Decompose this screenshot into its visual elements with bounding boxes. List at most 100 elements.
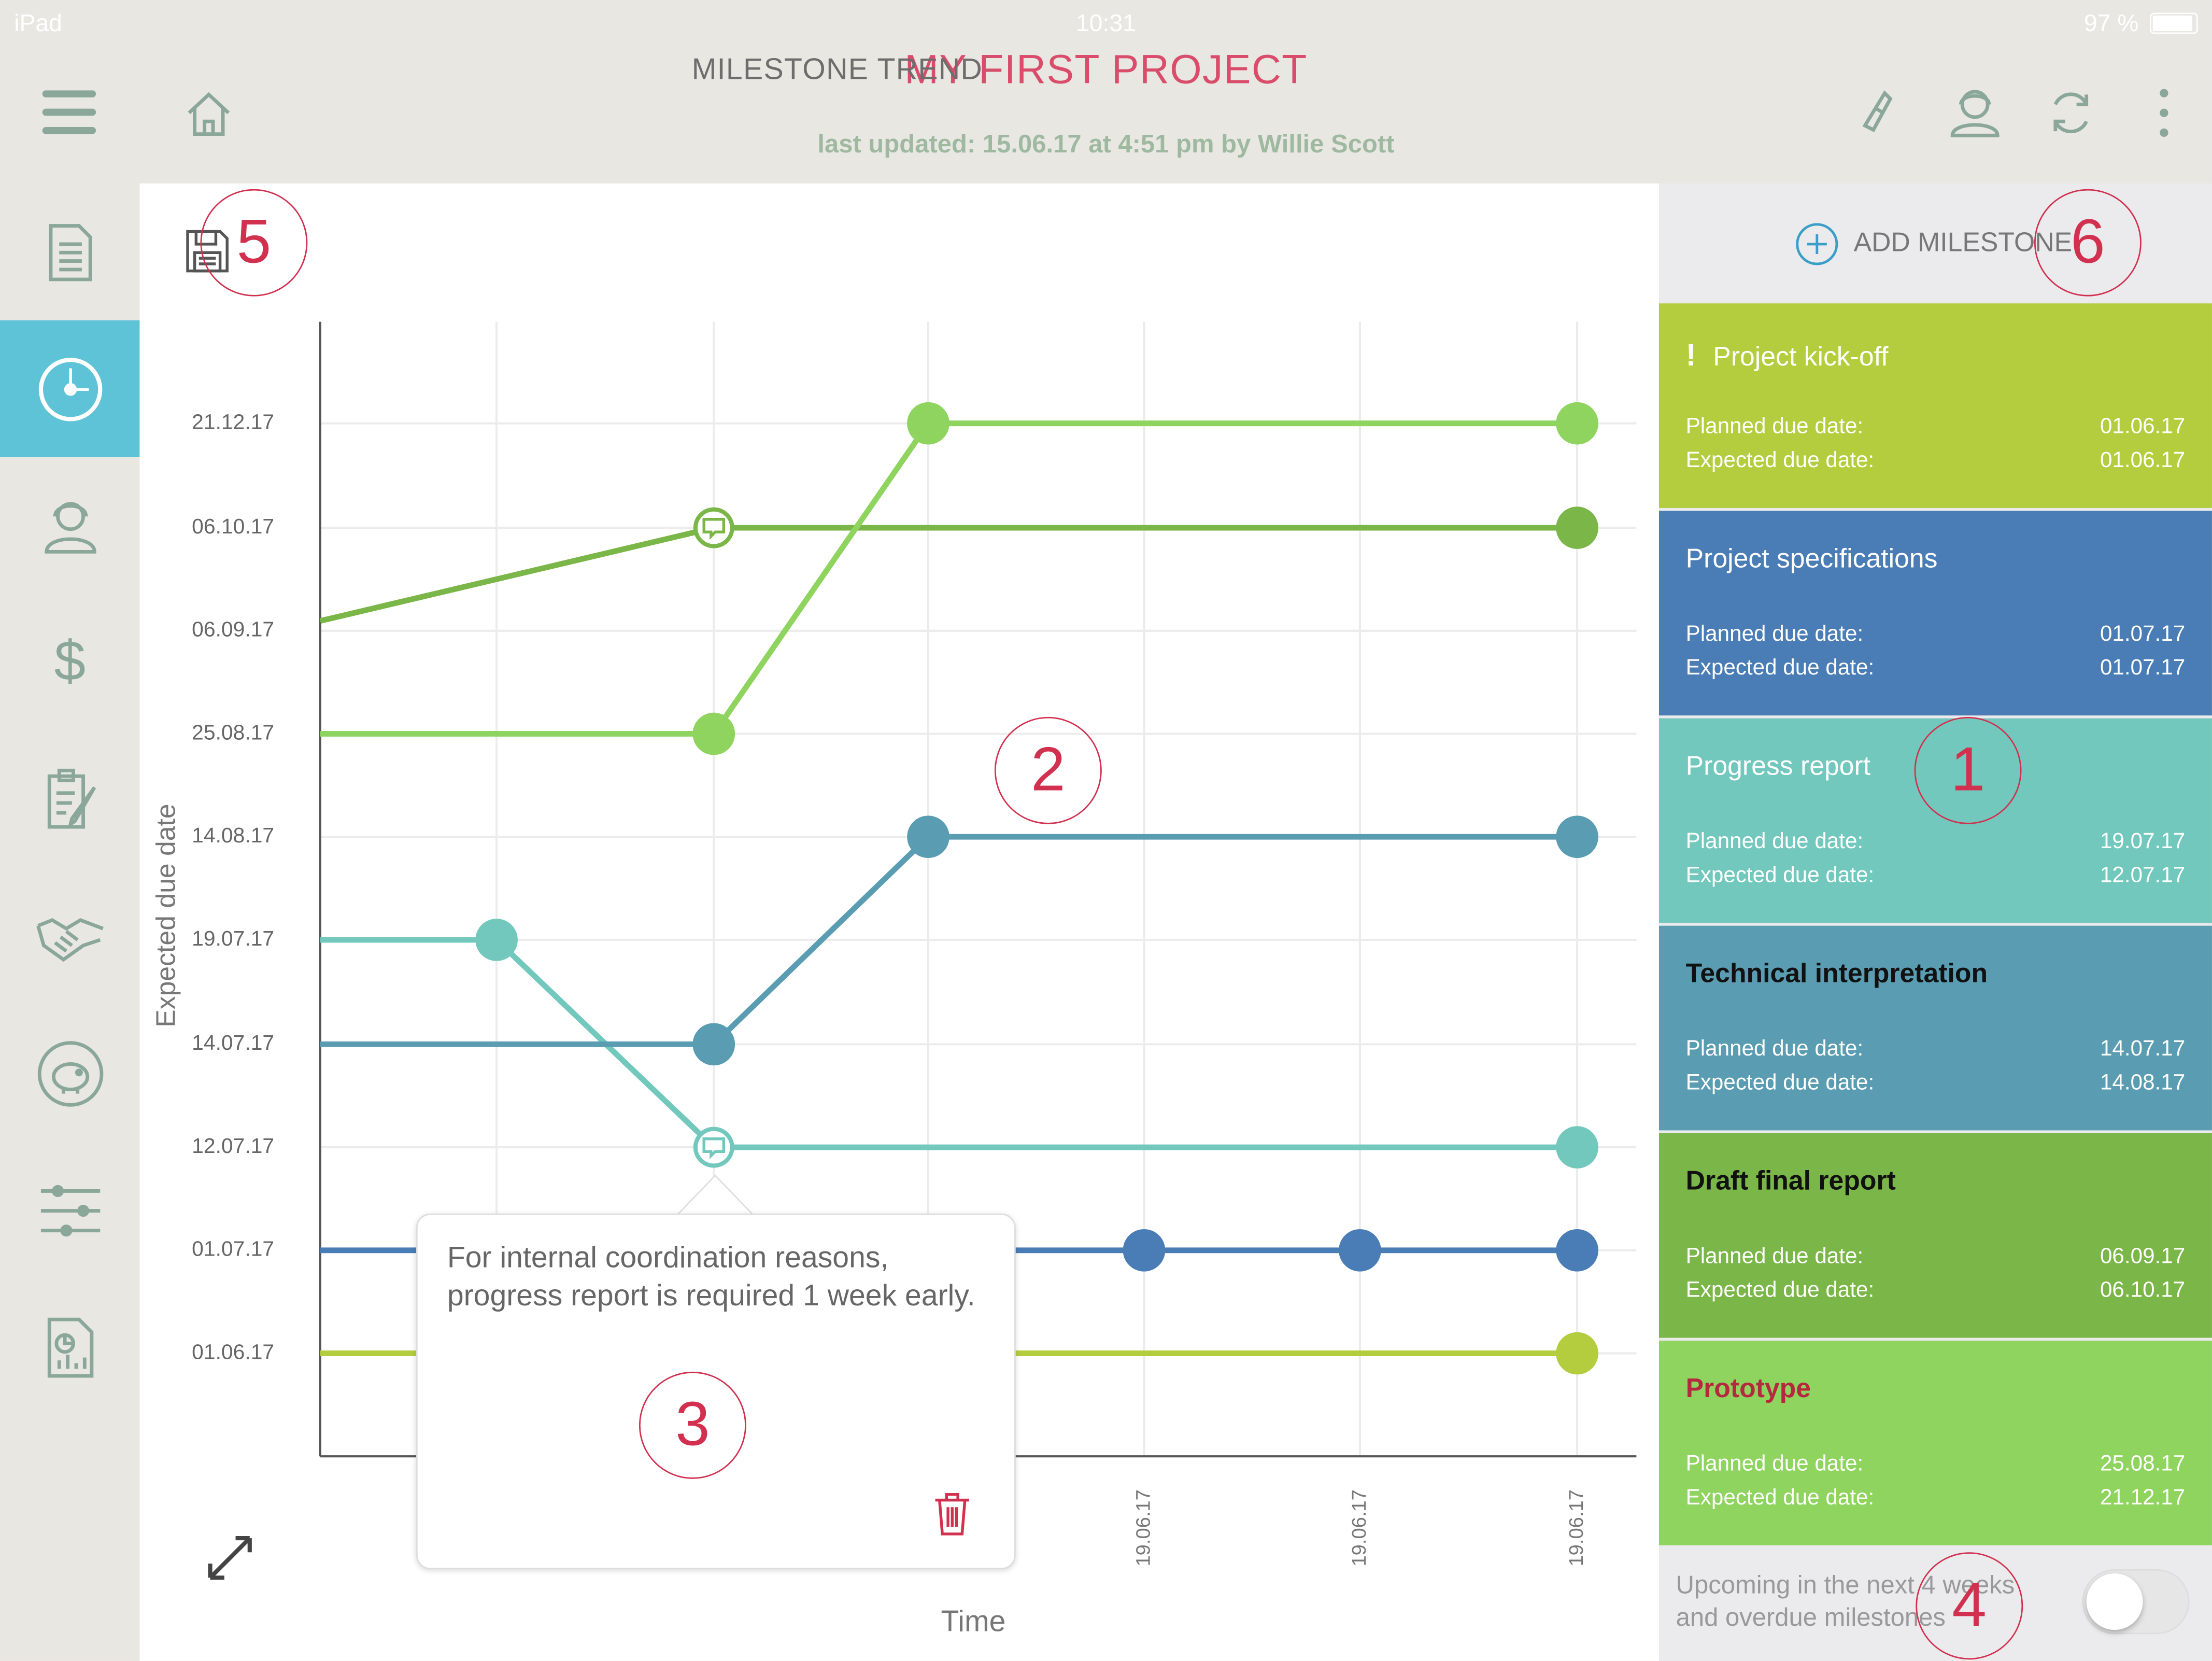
sidebar-item-tasks[interactable] (0, 731, 139, 868)
y-axis-label: Expected due date (152, 804, 182, 1027)
expected-date-label: Expected due date: (1685, 448, 1875, 473)
planned-date-row: Planned due date: 01.06.17 (1686, 415, 2186, 440)
warning-icon: ! (1685, 337, 1696, 373)
expected-date-label: Expected due date: (1685, 1071, 1875, 1095)
expected-date-row: Expected due date: 14.08.17 (1686, 1071, 2186, 1096)
milestone-card[interactable]: Project specifications Planned due date: 0… (1658, 511, 2212, 716)
expected-date-value: 14.08.17 (2100, 1071, 2186, 1095)
sidebar-item-reports[interactable] (0, 1278, 139, 1415)
battery-icon (2150, 12, 2198, 34)
sidebar-item-contracts[interactable] (0, 868, 139, 1005)
planned-date-label: Planned due date: (1685, 829, 1864, 854)
link-icon[interactable] (1859, 88, 1898, 146)
document-icon (48, 223, 92, 281)
comment-icon (702, 1137, 726, 1159)
x-axis-label: Time (941, 1606, 1006, 1639)
home-icon[interactable] (185, 90, 233, 145)
milestone-name: Prototype (1686, 1374, 1811, 1405)
status-bar: iPad 10:31 97 % (0, 0, 2212, 45)
milestone-card[interactable]: ! Project kick-off Planned due date: 01.06.… (1658, 303, 2212, 508)
battery-percent: 97 % (2083, 10, 2139, 37)
milestone-card[interactable]: Draft final report Planned due date: 06.09… (1658, 1133, 2212, 1338)
expected-date-row: Expected due date: 12.07.17 (1686, 864, 2186, 889)
data-point[interactable] (907, 815, 949, 858)
sliders-icon (40, 1184, 100, 1236)
callout-1: 1 (1914, 716, 2022, 824)
menu-icon[interactable] (42, 90, 99, 143)
comment-text: For internal coordination reasons, progr… (447, 1242, 975, 1313)
data-point[interactable] (1123, 1229, 1166, 1272)
sidebar-item-milestones[interactable] (0, 320, 140, 457)
expected-date-value: 12.07.17 (2100, 863, 2186, 888)
data-point[interactable] (1556, 1229, 1598, 1272)
planned-date-label: Planned due date: (1685, 1037, 1864, 1062)
planned-date-row: Planned due date: 06.09.17 (1686, 1245, 2186, 1270)
expected-date-value: 01.06.17 (2100, 448, 2186, 473)
dollar-icon: $ (54, 630, 86, 693)
y-tick-label: 01.07.17 (192, 1237, 275, 1262)
expected-date-label: Expected due date: (1685, 863, 1875, 888)
data-point[interactable] (1556, 506, 1598, 549)
data-point[interactable] (907, 402, 949, 445)
upcoming-filter-toggle[interactable] (2082, 1569, 2190, 1635)
comment-marker[interactable] (693, 507, 734, 548)
tooltip-arrow (676, 1174, 754, 1216)
comment-marker[interactable] (693, 1127, 734, 1168)
data-point[interactable] (1556, 1332, 1598, 1375)
sidebar-item-budget[interactable]: $ (0, 594, 139, 731)
expected-date-label: Expected due date: (1685, 656, 1875, 681)
expand-icon[interactable] (205, 1532, 256, 1590)
add-milestone-button[interactable]: ADD MILESTONE (1794, 221, 2072, 266)
sync-icon[interactable] (2046, 88, 2096, 146)
milestone-card[interactable]: Prototype Planned due date: 25.08.17 Expect… (1658, 1340, 2212, 1545)
sidebar-item-settings[interactable] (0, 1142, 139, 1278)
data-point[interactable] (1556, 815, 1598, 858)
data-point[interactable] (475, 919, 518, 961)
sidebar-item-savings[interactable] (0, 1005, 139, 1142)
y-tick-label: 25.08.17 (192, 721, 275, 745)
planned-date-value: 06.09.17 (2100, 1244, 2186, 1269)
data-point[interactable] (692, 712, 735, 755)
callout-2: 2 (994, 716, 1102, 824)
handshake-icon (35, 917, 103, 961)
planned-date-label: Planned due date: (1685, 622, 1864, 646)
piggybank-icon (37, 1040, 103, 1106)
planned-date-value: 01.07.17 (2100, 622, 2186, 646)
expected-date-row: Expected due date: 06.10.17 (1686, 1278, 2186, 1304)
milestone-name: Progress report (1686, 752, 1870, 783)
data-point[interactable] (692, 1023, 735, 1066)
add-circle-icon (1796, 223, 1838, 265)
sidebar-item-documents[interactable] (0, 184, 139, 320)
expected-date-row: Expected due date: 01.06.17 (1686, 449, 2186, 474)
team-icon[interactable] (1947, 88, 2003, 146)
planned-date-row: Planned due date: 25.08.17 (1686, 1452, 2186, 1477)
data-point[interactable] (1556, 1126, 1598, 1169)
y-tick-label: 14.07.17 (192, 1031, 275, 1056)
report-icon (47, 1317, 93, 1377)
milestone-name-text: Draft final report (1685, 1167, 1896, 1197)
x-tick-label: 19.06.17 (1131, 1489, 1154, 1567)
milestone-card[interactable]: Technical interpretation Planned due date… (1658, 925, 2212, 1131)
project-title: MY FIRST PROJECT (904, 48, 1308, 93)
chart-title: MILESTONE TREND (691, 53, 983, 87)
x-tick-label: 19.06.17 (1347, 1489, 1370, 1567)
y-tick-label: 06.10.17 (192, 515, 275, 539)
series-lines (319, 402, 1598, 1375)
data-point[interactable] (1556, 402, 1598, 445)
y-tick-label: 19.07.17 (192, 927, 275, 951)
planned-date-label: Planned due date: (1685, 415, 1864, 439)
callout-5: 5 (200, 189, 308, 297)
trash-icon[interactable] (934, 1491, 971, 1544)
planned-date-row: Planned due date: 14.07.17 (1686, 1037, 2186, 1063)
sidebar-item-people[interactable] (0, 457, 139, 594)
series-line (320, 420, 1578, 737)
toggle-knob (2086, 1573, 2143, 1630)
sidebar: $ (0, 183, 140, 1661)
data-point[interactable] (1339, 1229, 1381, 1272)
device-name: iPad (14, 10, 62, 37)
expected-date-row: Expected due date: 01.07.17 (1686, 656, 2186, 682)
expected-date-value: 06.10.17 (2100, 1278, 2186, 1303)
more-icon[interactable] (2156, 88, 2173, 146)
